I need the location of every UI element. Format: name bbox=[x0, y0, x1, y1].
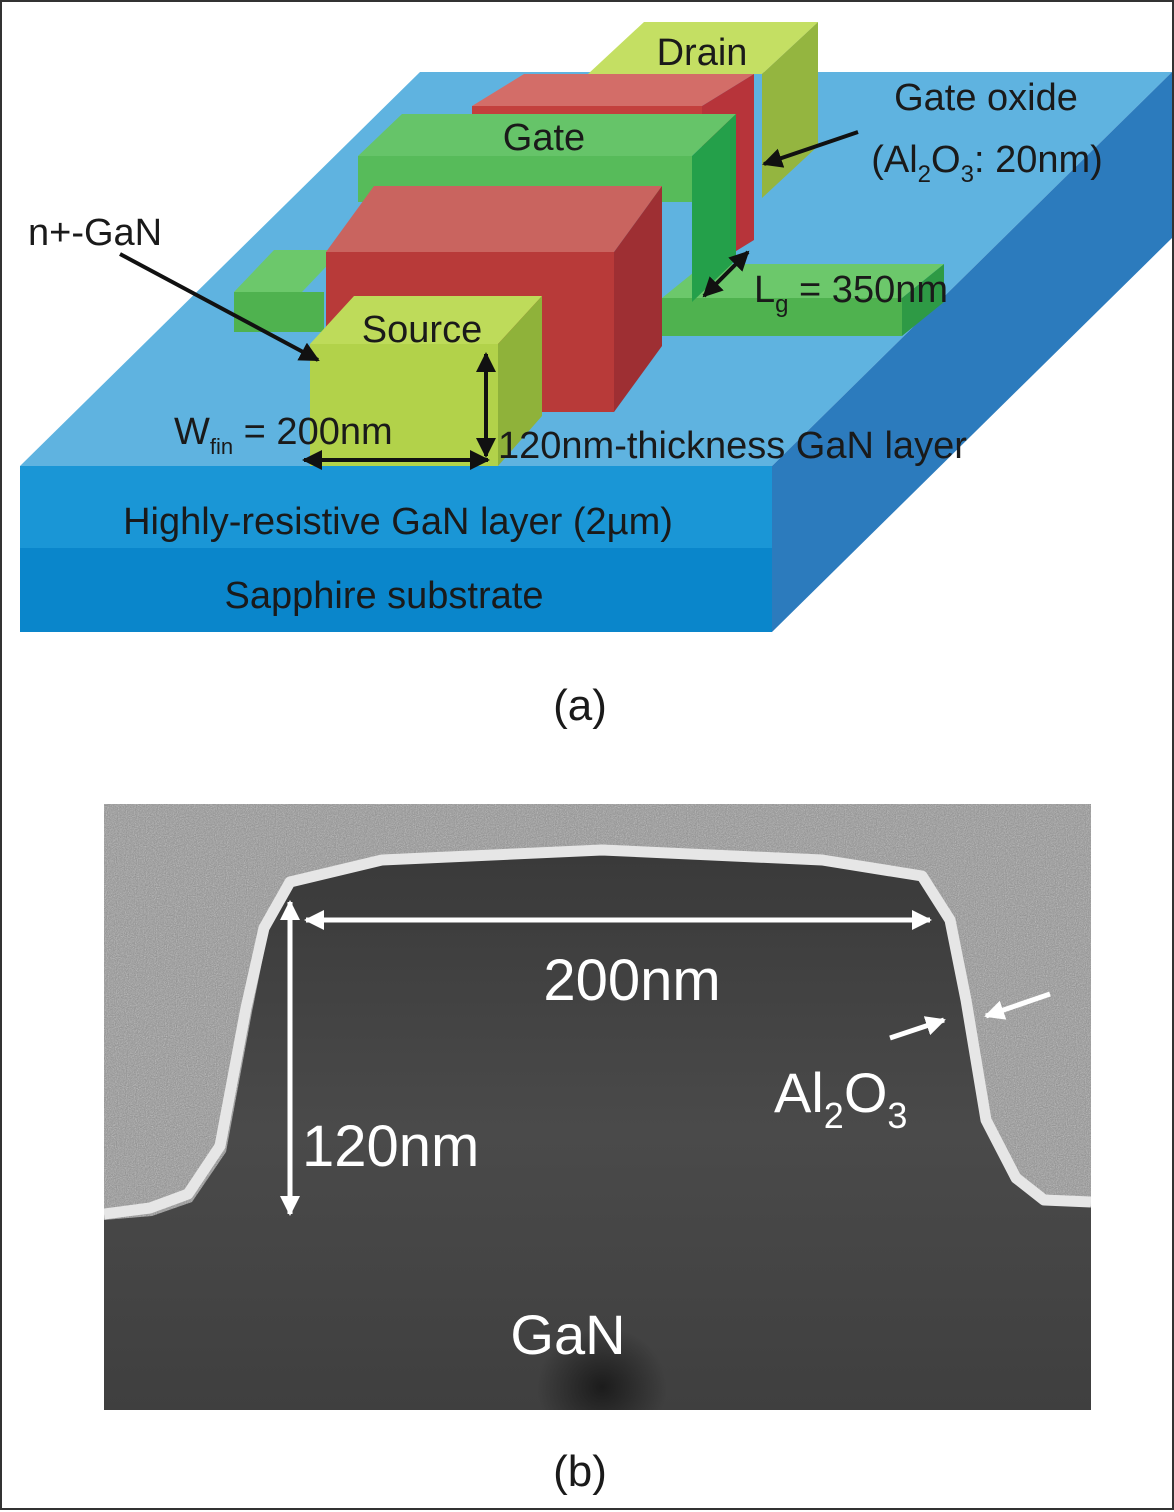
n-gan-label: n+-GaN bbox=[28, 212, 162, 254]
gan-label: GaN bbox=[510, 1303, 625, 1366]
n-gan-arrow bbox=[119, 252, 320, 362]
caption-b: (b) bbox=[553, 1447, 607, 1496]
oxide-front-side bbox=[614, 186, 662, 412]
oxide-back-top bbox=[472, 74, 754, 106]
gan-dark-spot bbox=[537, 1327, 667, 1410]
gate-oxide-label-line1: Gate oxide bbox=[894, 77, 1078, 119]
caption-a: (a) bbox=[553, 681, 607, 730]
gate-left-wing-front bbox=[234, 292, 324, 332]
oxide-arrow-inner bbox=[889, 1016, 946, 1041]
gate-top bbox=[358, 114, 736, 156]
gate-label: Gate bbox=[503, 117, 585, 159]
height-label: 120nm bbox=[302, 1114, 479, 1179]
lg-arrow bbox=[702, 250, 750, 298]
substrate-side-face bbox=[772, 72, 1172, 632]
sapphire-label: Sapphire substrate bbox=[225, 575, 544, 617]
source-top bbox=[310, 296, 542, 344]
drain-label: Drain bbox=[657, 32, 748, 74]
gan-fin-body bbox=[104, 854, 1091, 1410]
drain-top bbox=[588, 22, 818, 74]
width-label: 200nm bbox=[543, 948, 720, 1013]
thickness-label: 120nm-thickness GaN layer bbox=[498, 425, 967, 467]
panel-a-device-schematic: Drain Gate Source Gate oxide (Al2O3: 20n… bbox=[20, 22, 1172, 730]
oxide-arrow-outer bbox=[984, 991, 1051, 1020]
oxide-label: Al2O3 bbox=[774, 1061, 907, 1136]
highly-resistive-label: Highly-resistive GaN layer (2µm) bbox=[123, 501, 673, 543]
panel-b-tem-image: 200nm 120nm Al2O3 GaN (b) bbox=[104, 804, 1091, 1496]
gate-right-wing-side bbox=[902, 264, 944, 336]
highly-resistive-layer bbox=[20, 466, 772, 548]
source-side bbox=[498, 296, 542, 466]
source-front bbox=[310, 344, 498, 466]
wfin-label: Wfin = 200nm bbox=[174, 411, 393, 459]
al2o3-coating bbox=[104, 844, 1091, 1220]
gate-right-wing-front bbox=[662, 298, 902, 336]
gate-oxide-arrow bbox=[762, 130, 859, 168]
sapphire-layer bbox=[20, 548, 772, 632]
lg-label: Lg = 350nm bbox=[754, 269, 948, 318]
gate-oxide-label-line2: (Al2O3: 20nm) bbox=[871, 139, 1103, 188]
gate-left-wing-top bbox=[234, 250, 342, 292]
oxide-front-top bbox=[326, 186, 662, 252]
source-label: Source bbox=[362, 309, 482, 351]
